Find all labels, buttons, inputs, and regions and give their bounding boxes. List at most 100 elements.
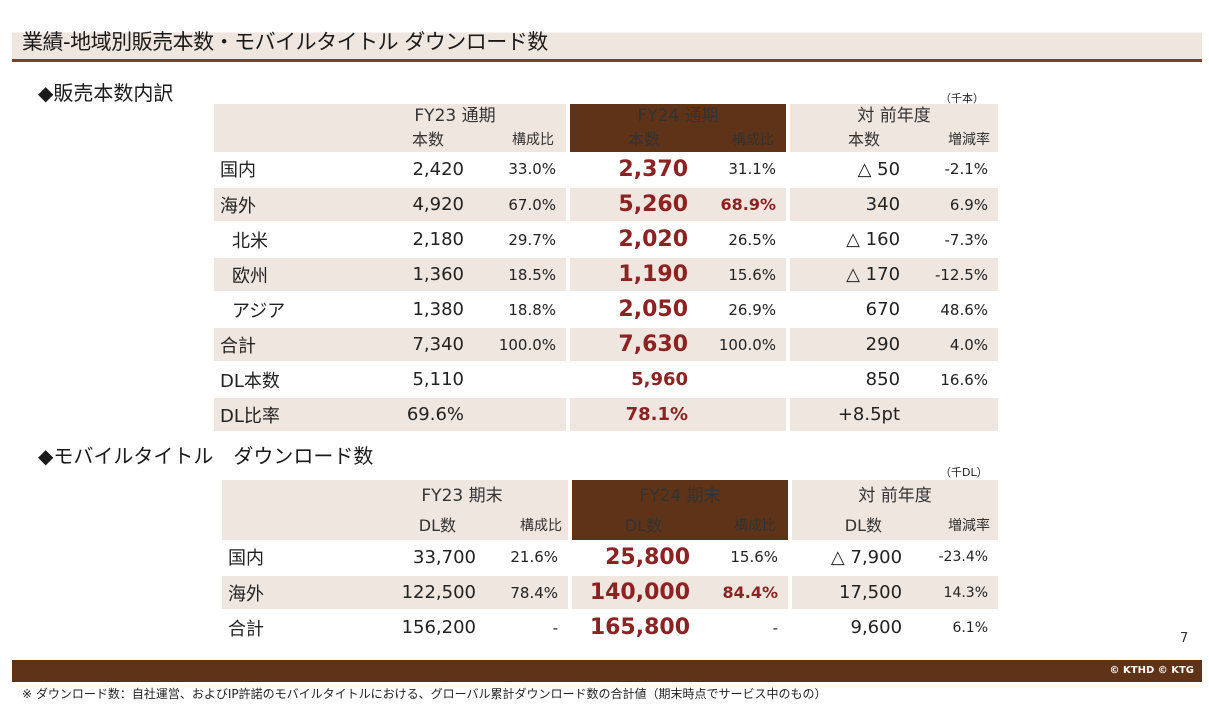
row-label: 国内 [228,548,264,569]
mobile-header-yoy: 対 前年度 [792,480,999,512]
yoy-units: 290 [790,326,911,361]
fy24-dl: 165,800 [572,609,701,644]
fy23-ratio: 18.5% [474,256,567,291]
sales-header-fy24: FY24 通期 [570,104,787,128]
row-label: 海外 [214,186,344,221]
yoy-rate: -2.1% [944,160,989,178]
fy24-ratio: 15.6% [730,548,779,566]
mobile-header-fy24: FY24 期末 [572,480,789,512]
yoy-rate: 14.3% [912,574,999,609]
footnote: ※ ダウンロード数：自社運営、およびIP許諾のモバイルタイトルにおける、グローバ… [22,687,827,701]
row-label: 海外 [222,574,356,609]
yoy-rate: 6.9% [910,186,999,221]
sales-subheader-fy24-ratio: 構成比 [698,128,787,152]
table-row: 国内 33,700 21.6% 25,800 15.6% △ 7,900 -23… [222,540,998,574]
title-bar: 業績-地域別販売本数・モバイルタイトル ダウンロード数 [12,26,1202,62]
fy24-units: 1,190 [570,256,699,291]
fy24-ratio: 26.5% [698,221,787,256]
yoy-units: 670 [790,291,911,326]
table-row: 合計 7,340 100.0% 7,630 100.0% 290 4.0% [214,326,999,361]
fy24-units: 78.1% [570,396,699,431]
row-label: 国内 [220,160,256,181]
sales-header-yoy: 対 前年度 [790,104,999,128]
fy24-dl: 25,800 [605,544,691,570]
fy24-ratio: 68.9% [698,186,787,221]
fy23-ratio: 33.0% [508,160,557,178]
fy24-ratio: 26.9% [698,291,787,326]
table-row: 欧州 1,360 18.5% 1,190 15.6% △ 170 -12.5% [214,256,999,291]
mobile-subheader-yoy-change: 増減率 [912,512,999,540]
yoy-units: △ 50 [857,158,901,180]
yoy-dl: △ 7,900 [830,546,903,568]
fy23-ratio: 67.0% [474,186,567,221]
fy23-units: 7,340 [344,326,474,361]
fy24-units: 2,020 [570,221,699,256]
fy23-dl: 156,200 [356,609,486,644]
copyright: © KTHD © KTG [1109,665,1194,676]
fy23-ratio: 78.4% [486,574,569,609]
footer-bar: © KTHD © KTG [12,660,1202,682]
fy23-units: 69.6% [344,396,474,431]
sales-header-fy23: FY23 通期 [344,104,567,128]
row-label: アジア [214,291,344,326]
yoy-rate: -7.3% [910,221,999,256]
row-label: 北米 [214,221,344,256]
fy24-ratio: 84.4% [700,574,789,609]
fy24-ratio: 100.0% [698,326,787,361]
sales-subheader-fy24-units: 本数 [570,128,699,152]
row-label: DL本数 [214,361,344,396]
sales-subheader-yoy-units: 本数 [790,128,911,152]
table-row: 国内 2,420 33.0% 2,370 31.1% △ 50 -2.1% [214,152,998,186]
yoy-units: +8.5pt [790,396,911,431]
table-row: DL本数 5,110 5,960 850 16.6% [214,361,999,396]
row-label: 欧州 [214,256,344,291]
mobile-section-heading: ◆モバイルタイトル ダウンロード数 [38,444,374,468]
table-row: 合計 156,200 - 165,800 - 9,600 6.1% [222,609,999,644]
mobile-subheader-fy24-dl: DL数 [572,512,701,540]
fy24-ratio: 15.6% [698,256,787,291]
row-label: 合計 [222,609,356,644]
sales-subheader-yoy-change: 増減率 [910,128,999,152]
mobile-table: FY23 期末 FY24 期末 対 前年度 DL数 構成比 DL数 構成比 DL… [222,480,999,644]
fy24-ratio: 31.1% [728,160,777,178]
fy23-units: 5,110 [344,361,474,396]
row-label: DL比率 [214,396,344,431]
sales-section-heading: ◆販売本数内訳 [38,81,174,105]
sales-unit-label: （千本） [940,92,984,105]
fy23-ratio: 18.8% [474,291,567,326]
fy23-dl: 33,700 [413,546,476,568]
mobile-header-fy23: FY23 期末 [356,480,569,512]
fy23-units: 1,380 [344,291,474,326]
table-row: 海外 122,500 78.4% 140,000 84.4% 17,500 14… [222,574,999,609]
yoy-rate: 6.1% [912,609,999,644]
yoy-rate: -12.5% [910,256,999,291]
sales-table: FY23 通期 FY24 通期 対 前年度 本数 構成比 本数 構成比 本数 増… [214,104,999,431]
mobile-subheader-fy23-dl: DL数 [356,512,486,540]
fy24-units: 2,370 [618,156,689,182]
fy23-ratio: 100.0% [474,326,567,361]
fy23-units: 1,360 [344,256,474,291]
fy23-units: 4,920 [344,186,474,221]
sales-header-blank [214,104,344,152]
fy23-dl: 122,500 [356,574,486,609]
mobile-unit-label: （千DL） [940,466,988,479]
page-title: 業績-地域別販売本数・モバイルタイトル ダウンロード数 [22,30,548,54]
fy24-units: 5,260 [570,186,699,221]
fy24-units: 2,050 [570,291,699,326]
fy23-units: 2,180 [344,221,474,256]
yoy-dl: 9,600 [792,609,913,644]
table-row: 海外 4,920 67.0% 5,260 68.9% 340 6.9% [214,186,999,221]
yoy-units: △ 160 [790,221,911,256]
yoy-rate: -23.4% [938,549,989,565]
fy24-ratio: - [700,609,789,644]
fy24-units: 5,960 [570,361,699,396]
fy24-dl: 140,000 [572,574,701,609]
yoy-rate: 16.6% [910,361,999,396]
fy23-ratio: 21.6% [510,548,559,566]
mobile-subheader-yoy-dl: DL数 [792,512,913,540]
mobile-subheader-fy24-ratio: 構成比 [700,512,789,540]
row-label: 合計 [214,326,344,361]
yoy-units: 850 [790,361,911,396]
fy23-ratio: - [486,609,569,644]
page-number: 7 [1180,631,1189,646]
